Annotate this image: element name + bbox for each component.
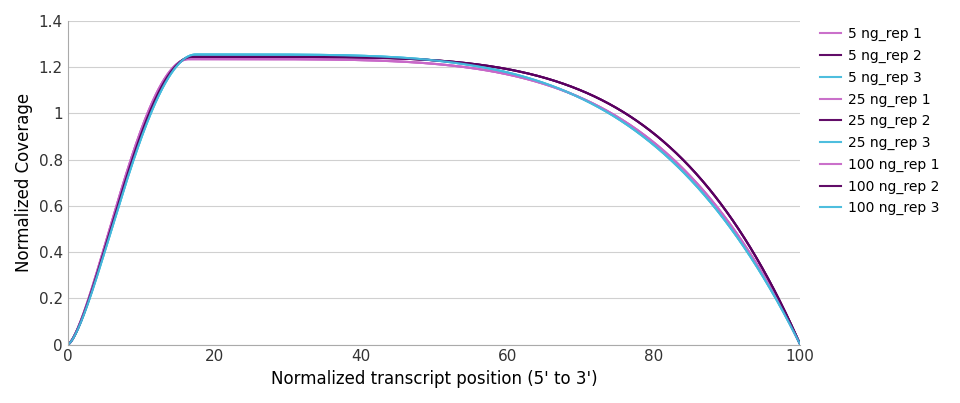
- 5 ng_rep 1: [359, 58, 371, 62]
- 100 ng_rep 3: [795, 342, 806, 347]
- 100 ng_rep 1: [647, 139, 659, 144]
- Line: 100 ng_rep 1: 100 ng_rep 1: [67, 59, 801, 345]
- 25 ng_rep 1: [183, 57, 195, 62]
- 100 ng_rep 2: [647, 130, 659, 135]
- 25 ng_rep 1: [385, 59, 396, 64]
- 100 ng_rep 3: [359, 54, 371, 58]
- 100 ng_rep 3: [565, 91, 577, 96]
- 100 ng_rep 1: [359, 58, 371, 62]
- 25 ng_rep 1: [136, 124, 148, 129]
- 5 ng_rep 3: [190, 52, 202, 57]
- 5 ng_rep 3: [385, 55, 396, 60]
- 25 ng_rep 3: [385, 55, 396, 60]
- 100 ng_rep 1: [795, 342, 806, 347]
- 25 ng_rep 2: [186, 54, 198, 59]
- 25 ng_rep 1: [359, 58, 371, 62]
- 5 ng_rep 3: [795, 342, 806, 347]
- Line: 25 ng_rep 3: 25 ng_rep 3: [67, 54, 801, 345]
- 25 ng_rep 1: [795, 342, 806, 347]
- 25 ng_rep 1: [565, 91, 577, 96]
- 5 ng_rep 3: [565, 91, 577, 96]
- 5 ng_rep 1: [183, 57, 195, 62]
- X-axis label: Normalized transcript position (5' to 3'): Normalized transcript position (5' to 3'…: [271, 370, 597, 388]
- 25 ng_rep 2: [795, 342, 806, 347]
- 100 ng_rep 1: [565, 91, 577, 96]
- Line: 5 ng_rep 1: 5 ng_rep 1: [67, 59, 801, 345]
- 5 ng_rep 2: [186, 54, 198, 59]
- 25 ng_rep 1: [634, 129, 645, 134]
- 25 ng_rep 3: [61, 342, 73, 347]
- 25 ng_rep 3: [136, 132, 148, 137]
- 5 ng_rep 1: [61, 342, 73, 347]
- 100 ng_rep 2: [61, 342, 73, 347]
- 100 ng_rep 1: [136, 124, 148, 129]
- 100 ng_rep 1: [61, 342, 73, 347]
- 100 ng_rep 3: [385, 55, 396, 60]
- 25 ng_rep 2: [647, 130, 659, 135]
- 100 ng_rep 2: [385, 56, 396, 60]
- Line: 100 ng_rep 2: 100 ng_rep 2: [67, 57, 801, 345]
- 5 ng_rep 2: [61, 342, 73, 347]
- 5 ng_rep 3: [359, 54, 371, 58]
- Line: 5 ng_rep 2: 5 ng_rep 2: [67, 57, 801, 345]
- 25 ng_rep 3: [647, 142, 659, 147]
- 5 ng_rep 2: [647, 130, 659, 135]
- 5 ng_rep 2: [634, 120, 645, 125]
- 5 ng_rep 2: [565, 84, 577, 89]
- 5 ng_rep 2: [136, 128, 148, 133]
- 5 ng_rep 1: [136, 124, 148, 129]
- Line: 100 ng_rep 3: 100 ng_rep 3: [67, 54, 801, 345]
- 25 ng_rep 2: [385, 56, 396, 60]
- 25 ng_rep 2: [359, 55, 371, 60]
- 25 ng_rep 2: [634, 120, 645, 125]
- 25 ng_rep 2: [565, 84, 577, 89]
- 100 ng_rep 2: [359, 55, 371, 60]
- 5 ng_rep 3: [634, 131, 645, 136]
- Line: 25 ng_rep 2: 25 ng_rep 2: [67, 57, 801, 345]
- 5 ng_rep 2: [795, 342, 806, 347]
- 100 ng_rep 2: [136, 128, 148, 133]
- 100 ng_rep 3: [634, 131, 645, 136]
- 100 ng_rep 2: [186, 54, 198, 59]
- 25 ng_rep 3: [795, 342, 806, 347]
- 100 ng_rep 1: [183, 57, 195, 62]
- 25 ng_rep 3: [359, 54, 371, 58]
- 25 ng_rep 3: [634, 131, 645, 136]
- Y-axis label: Normalized Coverage: Normalized Coverage: [15, 93, 33, 272]
- 100 ng_rep 3: [190, 52, 202, 57]
- 100 ng_rep 3: [647, 142, 659, 147]
- 5 ng_rep 1: [634, 129, 645, 134]
- 25 ng_rep 2: [136, 128, 148, 133]
- 100 ng_rep 2: [565, 84, 577, 89]
- 5 ng_rep 2: [385, 56, 396, 60]
- 100 ng_rep 1: [385, 59, 396, 64]
- Legend: 5 ng_rep 1, 5 ng_rep 2, 5 ng_rep 3, 25 ng_rep 1, 25 ng_rep 2, 25 ng_rep 3, 100 n: 5 ng_rep 1, 5 ng_rep 2, 5 ng_rep 3, 25 n…: [814, 21, 945, 221]
- 5 ng_rep 1: [385, 59, 396, 64]
- 5 ng_rep 1: [795, 342, 806, 347]
- 100 ng_rep 2: [795, 342, 806, 347]
- Line: 25 ng_rep 1: 25 ng_rep 1: [67, 59, 801, 345]
- 100 ng_rep 3: [136, 132, 148, 137]
- 100 ng_rep 1: [634, 129, 645, 134]
- 25 ng_rep 2: [61, 342, 73, 347]
- 5 ng_rep 1: [565, 91, 577, 96]
- Line: 5 ng_rep 3: 5 ng_rep 3: [67, 54, 801, 345]
- 5 ng_rep 3: [136, 132, 148, 137]
- 5 ng_rep 2: [359, 55, 371, 60]
- 25 ng_rep 3: [565, 91, 577, 96]
- 5 ng_rep 1: [647, 139, 659, 144]
- 100 ng_rep 3: [61, 342, 73, 347]
- 5 ng_rep 3: [61, 342, 73, 347]
- 25 ng_rep 1: [61, 342, 73, 347]
- 100 ng_rep 2: [634, 120, 645, 125]
- 25 ng_rep 3: [190, 52, 202, 57]
- 5 ng_rep 3: [647, 142, 659, 147]
- 25 ng_rep 1: [647, 139, 659, 144]
